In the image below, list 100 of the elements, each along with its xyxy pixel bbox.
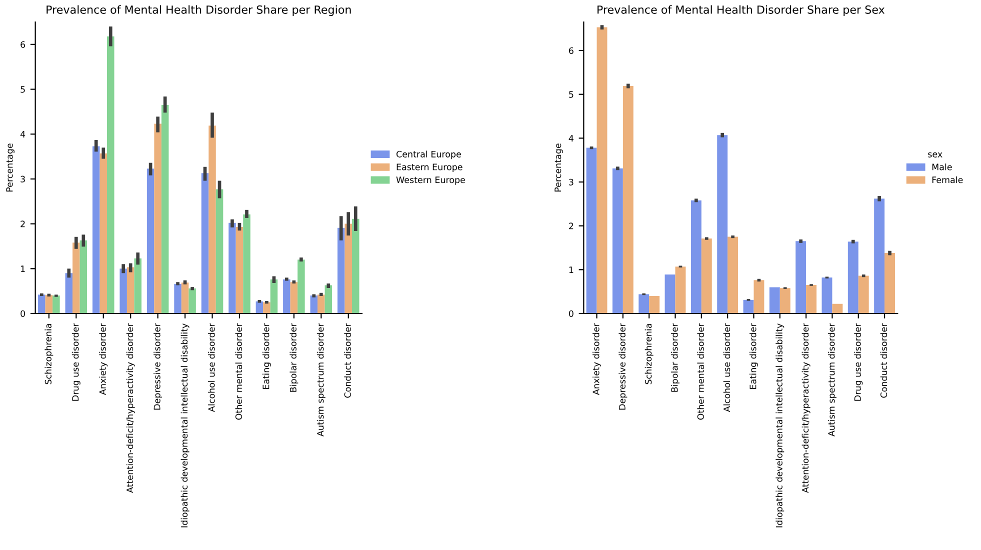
y-tick-label: 3 [20,176,25,182]
bar [243,214,250,314]
bar [690,200,702,314]
chart-title: Prevalence of Mental Health Disorder Share per Sex [598,5,885,16]
bar [586,148,597,314]
chart-title: Prevalence of Mental Health Disorder Share per Region [46,5,351,16]
bar [80,240,88,314]
bar [107,36,114,314]
y-tick-label: 6 [569,47,574,54]
y-tick-label: 3 [569,178,574,186]
x-tick-label: Bipolar disorder [671,323,680,392]
y-tick-label: 5 [20,86,25,93]
y-tick-label: 2 [20,220,25,228]
bar [100,153,108,314]
bar [649,296,660,314]
bar [208,126,216,314]
x-tick-label: Drug use disorder [72,323,80,401]
x-tick-label: Eating disorder [750,323,758,389]
x-tick-label: Depressive disorder [618,323,628,410]
y-tick-label: 4 [20,131,26,138]
bar [717,135,728,314]
bar [848,242,858,314]
bar [638,294,650,314]
bar [769,287,780,314]
bar [664,274,676,314]
bar [38,294,46,314]
bar [701,238,712,314]
bar [146,168,154,314]
bar [324,285,332,314]
bar [728,236,738,314]
bar [126,267,134,314]
bar [92,146,100,314]
bar [270,279,278,314]
bar [72,242,80,314]
bar [832,304,843,314]
x-tick-label: Idiopathic developmental intellectual disability [180,323,190,528]
x-tick-label: Alcohol use disorder [208,323,215,412]
x-tick-label: Attention-deficit/hyperactivity disorder [802,323,810,493]
bar [612,168,623,314]
x-tick-label: Anxiety disorder [99,323,108,395]
y-axis-title: Percentage [554,144,563,192]
x-tick-label: Conduct disorder [880,323,888,398]
x-tick-label: Other mental disorder [697,323,704,420]
bar [216,189,224,314]
bar [263,302,270,314]
legend-title: sex [928,152,942,158]
x-tick-label: Attention-deficit/hyperactivity disorder [126,323,135,493]
bar [344,224,352,314]
bar [52,296,60,314]
bar [161,104,169,314]
x-tick-label: Alcohol use disorder [723,323,730,412]
bar [134,258,142,314]
bar [596,27,608,314]
bar [822,278,832,314]
x-tick-label: Autism spectrum disorder [828,323,836,436]
x-tick-label: Depressive disorder [154,323,162,410]
legend-label: Male [932,164,952,170]
bar [352,218,360,314]
bar [806,285,817,314]
y-tick-label: 6 [20,41,26,48]
bar [884,253,895,314]
bar [283,279,290,314]
bar [874,198,885,314]
bar [754,280,764,314]
bar [675,266,686,314]
y-tick-label: 5 [569,91,574,98]
y-tick-label: 1 [569,266,574,273]
bar [622,86,634,314]
x-tick-label: Bipolar disorder [290,323,298,392]
bar [45,295,53,314]
bar [318,294,325,314]
x-tick-label: Idiopathic developmental intellectual disability [776,323,784,528]
bar [154,124,162,314]
bar [228,222,236,314]
legend-label: Central Europe [396,150,461,160]
x-tick-label: Anxiety disorder [592,323,602,395]
bar [174,284,182,314]
x-tick-label: Schizophrenia [44,324,54,384]
y-tick-label: 0 [568,310,574,317]
bar [181,282,189,314]
legend-label: Western Europe [396,176,465,185]
bar [65,273,73,314]
bar [796,241,806,314]
y-tick-label: 1 [20,266,25,272]
y-tick-label: 0 [20,310,26,317]
legend-label: Female [932,176,963,184]
bar [188,288,196,314]
legend-label: Eastern Europe [396,164,462,172]
x-tick-label: Schizophrenia [644,324,654,384]
bar [236,226,244,314]
y-tick-label: 4 [568,135,574,142]
bar [780,288,790,314]
x-tick-label: Eating disorder [262,323,271,389]
x-tick-label: Drug use disorder [854,323,863,401]
bar [120,268,127,314]
bar [858,276,869,314]
x-tick-label: Autism spectrum disorder [316,323,326,436]
x-tick-label: Other mental disorder [235,323,242,420]
y-tick-label: 2 [569,222,574,230]
x-tick-label: Conduct disorder [344,323,351,398]
